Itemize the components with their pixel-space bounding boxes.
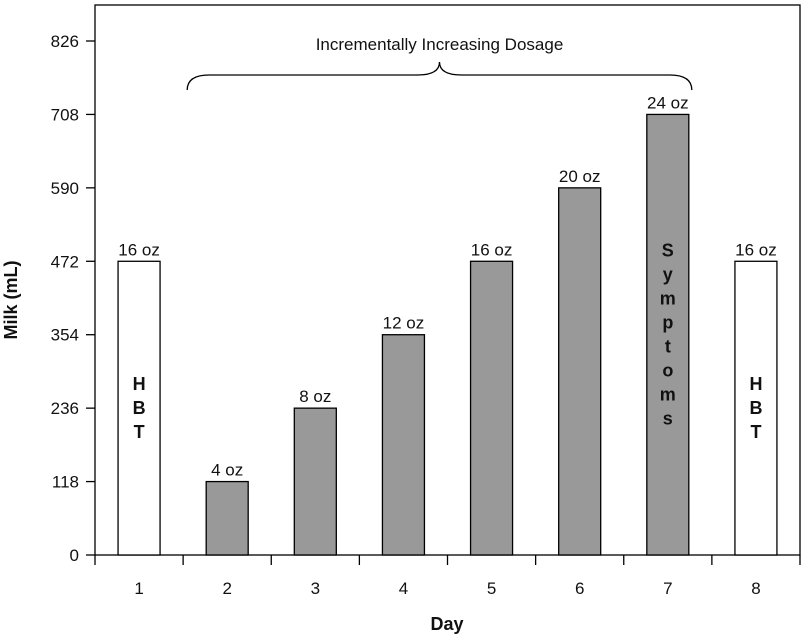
y-tick-label: 354 — [51, 326, 79, 345]
x-tick-label: 8 — [751, 579, 760, 598]
y-tick-label: 118 — [52, 473, 79, 492]
x-axis: 1 2 3 4 5 6 7 8 — [94, 555, 801, 598]
x-tick-label: 3 — [311, 579, 320, 598]
data-label-day-4: 12 oz — [383, 314, 425, 333]
x-tick-label: 5 — [487, 579, 496, 598]
data-label-day-3: 8 oz — [299, 387, 331, 406]
data-label-day-7: 24 oz — [647, 93, 689, 112]
y-tick-label: 472 — [51, 252, 79, 271]
bars: 16 oz 4 oz 8 oz 12 oz 16 oz 20 oz 24 oz 16 oz H B… — [117, 93, 778, 556]
bar-day-8 — [734, 260, 778, 556]
x-axis-title: Day — [430, 614, 463, 634]
bar-day-4 — [381, 334, 426, 556]
x-tick-label: 1 — [134, 579, 143, 598]
data-label-day-6: 20 oz — [559, 167, 601, 186]
y-tick-label: 0 — [70, 546, 79, 565]
annotation: Incrementally Increasing Dosage — [186, 35, 693, 91]
bar-day-3 — [293, 407, 337, 556]
y-tick-label: 236 — [51, 399, 79, 418]
plot-frame — [94, 4, 801, 556]
x-tick-label: 2 — [222, 579, 231, 598]
y-tick-label: 826 — [51, 32, 79, 51]
x-tick-label: 4 — [399, 579, 408, 598]
annotation-brace — [186, 61, 693, 91]
bar-day-7 — [646, 113, 690, 556]
data-label-day-5: 16 oz — [471, 240, 513, 259]
x-tick-label: 7 — [663, 579, 672, 598]
bar-day-6 — [558, 187, 602, 556]
bar-day-5 — [469, 260, 514, 556]
data-label-day-1: 16 oz — [118, 240, 160, 259]
x-tick-label: 6 — [575, 579, 584, 598]
data-label-day-8: 16 oz — [735, 240, 777, 259]
bar-day-2 — [205, 480, 249, 556]
y-tick-label: 708 — [51, 105, 79, 124]
bar-day-1 — [117, 260, 161, 556]
annotation-text: Incrementally Increasing Dosage — [316, 35, 564, 54]
y-axis-title: Milk (mL) — [1, 260, 21, 339]
data-label-day-2: 4 oz — [211, 461, 243, 480]
y-tick-label: 590 — [51, 179, 79, 198]
